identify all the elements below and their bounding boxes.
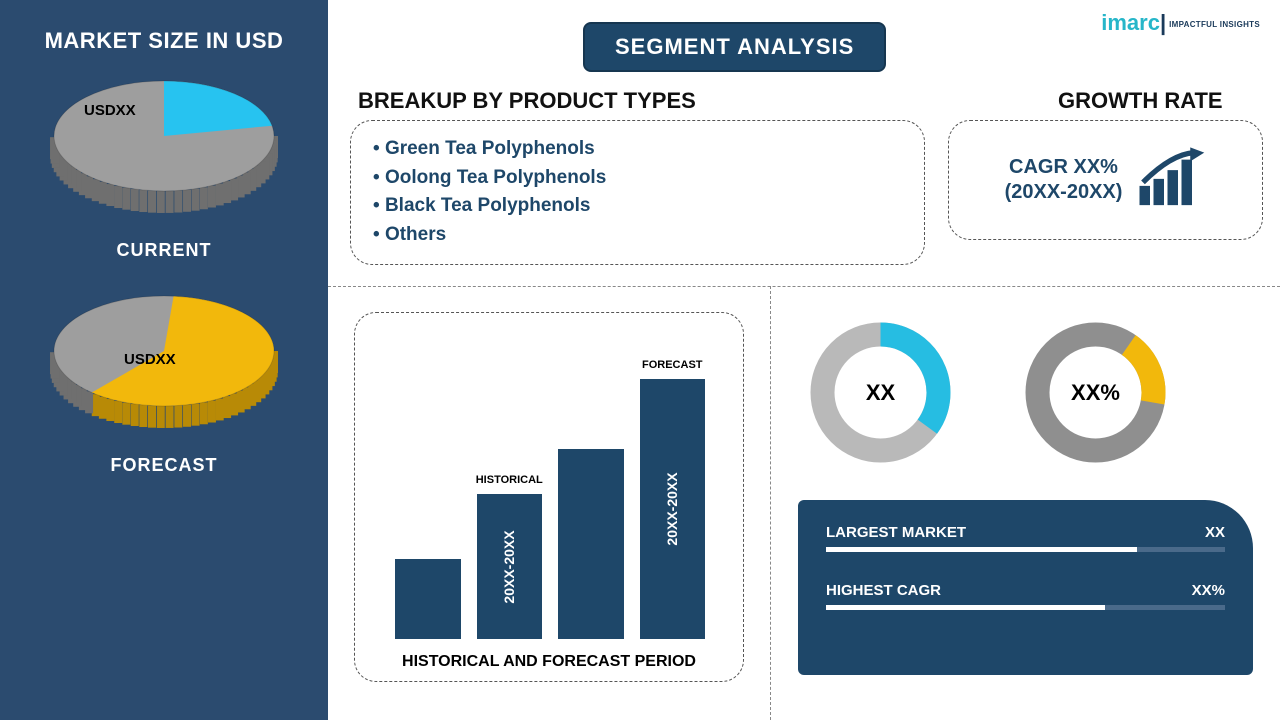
info-value: XX% xyxy=(1192,582,1225,599)
segment-analysis-badge: SEGMENT ANALYSIS xyxy=(583,22,886,72)
logo-text: imarc xyxy=(1101,10,1160,35)
pie-value-label: USDXX xyxy=(124,351,176,368)
bar xyxy=(395,559,461,639)
growth-box: CAGR XX% (20XX-20XX) xyxy=(948,120,1263,240)
bar-top-label: FORECAST xyxy=(642,359,703,371)
logo-subtext: IMPACTFUL INSIGHTS xyxy=(1169,20,1260,29)
bar-inner-label: 20XX-20XX xyxy=(501,530,517,603)
historical-caption: HISTORICAL AND FORECAST PERIOD xyxy=(355,653,743,671)
bar-chart: HISTORICAL20XX-20XXFORECAST20XX-20XX xyxy=(395,359,705,639)
info-progress-track xyxy=(826,605,1225,610)
brand-logo: imarc|IMPACTFUL INSIGHTS xyxy=(1101,10,1260,36)
breakup-heading: BREAKUP BY PRODUCT TYPES xyxy=(358,88,696,114)
sidebar-title: MARKET SIZE IN USD xyxy=(18,28,310,54)
cagr-value: CAGR XX% xyxy=(1005,155,1123,180)
market-info-card: LARGEST MARKET XX HIGHEST CAGR XX% xyxy=(798,500,1253,675)
growth-text: CAGR XX% (20XX-20XX) xyxy=(1005,155,1123,205)
info-progress-fill xyxy=(826,605,1105,610)
horizontal-divider xyxy=(328,286,1280,287)
pie-chart: USDXX FORECAST xyxy=(18,291,310,476)
info-label: HIGHEST CAGR xyxy=(826,582,941,599)
breakup-item: Black Tea Polyphenols xyxy=(373,192,902,221)
pie-caption: FORECAST xyxy=(18,455,310,476)
bar: FORECAST20XX-20XX xyxy=(640,379,706,639)
info-row: LARGEST MARKET XX xyxy=(826,524,1225,552)
historical-forecast-box: HISTORICAL20XX-20XXFORECAST20XX-20XX HIS… xyxy=(354,312,744,682)
breakup-box: Green Tea PolyphenolsOolong Tea Polyphen… xyxy=(350,120,925,265)
info-label: LARGEST MARKET xyxy=(826,524,966,541)
donut-center-value: XX xyxy=(808,320,953,465)
sidebar: MARKET SIZE IN USD USDXX CURRENT USDXX FORE… xyxy=(0,0,328,720)
donut-chart: XX xyxy=(808,320,953,465)
donut-center-value: XX% xyxy=(1023,320,1168,465)
bar-top-label: HISTORICAL xyxy=(476,474,543,486)
breakup-item: Oolong Tea Polyphenols xyxy=(373,164,902,193)
bar xyxy=(558,449,624,639)
info-value: XX xyxy=(1205,524,1225,541)
bar: HISTORICAL20XX-20XX xyxy=(477,494,543,639)
bar-inner-label: 20XX-20XX xyxy=(664,472,680,545)
growth-chart-icon xyxy=(1136,147,1206,214)
pie-value-label: USDXX xyxy=(84,102,136,119)
pie-chart: USDXX CURRENT xyxy=(18,76,310,261)
donut-row: XX XX% xyxy=(808,320,1168,465)
vertical-divider xyxy=(770,286,771,720)
donut-chart: XX% xyxy=(1023,320,1168,465)
main-area: imarc|IMPACTFUL INSIGHTS SEGMENT ANALYSI… xyxy=(328,0,1280,720)
info-row: HIGHEST CAGR XX% xyxy=(826,582,1225,610)
breakup-list: Green Tea PolyphenolsOolong Tea Polyphen… xyxy=(373,135,902,249)
breakup-item: Green Tea Polyphenols xyxy=(373,135,902,164)
cagr-period: (20XX-20XX) xyxy=(1005,180,1123,205)
info-progress-track xyxy=(826,547,1225,552)
growth-heading: GROWTH RATE xyxy=(1058,88,1223,114)
breakup-item: Others xyxy=(373,221,902,250)
pie-caption: CURRENT xyxy=(18,240,310,261)
info-progress-fill xyxy=(826,547,1137,552)
